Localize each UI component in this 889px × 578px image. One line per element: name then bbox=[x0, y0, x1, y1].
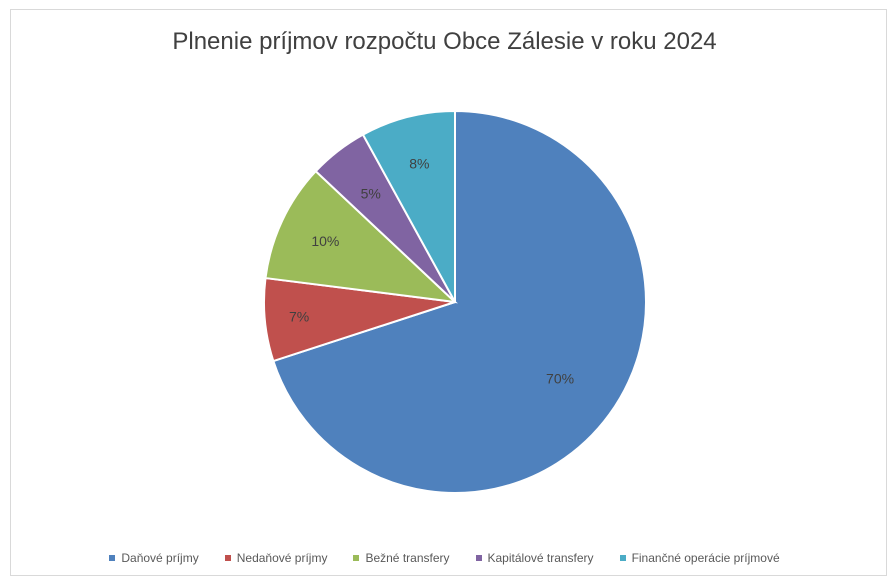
legend-swatch bbox=[109, 555, 116, 561]
pie-slice-danove-prijmy bbox=[272, 109, 647, 494]
pie-slice-bezne-transfery bbox=[264, 169, 458, 304]
legend-item-financne-operacie: Finančné operácie príjmové bbox=[619, 551, 780, 565]
legend-item-kapitalove-transfery: Kapitálové transfery bbox=[475, 551, 594, 565]
data-label-financne-operacie: 8% bbox=[409, 155, 429, 171]
legend-swatch bbox=[619, 555, 626, 561]
legend-swatch bbox=[353, 555, 360, 561]
legend-label: Finančné operácie príjmové bbox=[631, 551, 780, 565]
legend-item-nedanove-prijmy: Nedaňové príjmy bbox=[224, 551, 328, 565]
chart-legend: Daňové príjmy Nedaňové príjmy Bežné tran… bbox=[0, 551, 889, 565]
chart-title: Plnenie príjmov rozpočtu Obce Zálesie v … bbox=[172, 28, 717, 55]
legend-label: Daňové príjmy bbox=[121, 551, 199, 565]
legend-swatch bbox=[224, 555, 231, 561]
data-label-bezne-transfery: 10% bbox=[311, 233, 339, 249]
data-label-danove-prijmy: 70% bbox=[546, 370, 574, 386]
data-label-kapitalove-transfery: 5% bbox=[361, 185, 381, 201]
legend-item-danove-prijmy: Daňové príjmy bbox=[109, 551, 199, 565]
legend-item-bezne-transfery: Bežné transfery bbox=[353, 551, 450, 565]
data-label-nedanove-prijmy: 7% bbox=[289, 309, 309, 325]
legend-label: Kapitálové transfery bbox=[487, 551, 594, 565]
legend-label: Nedaňové príjmy bbox=[236, 551, 328, 565]
legend-label: Bežné transfery bbox=[365, 551, 450, 565]
pie-slice-financne-operacie bbox=[361, 109, 456, 303]
legend-swatch bbox=[475, 555, 482, 561]
